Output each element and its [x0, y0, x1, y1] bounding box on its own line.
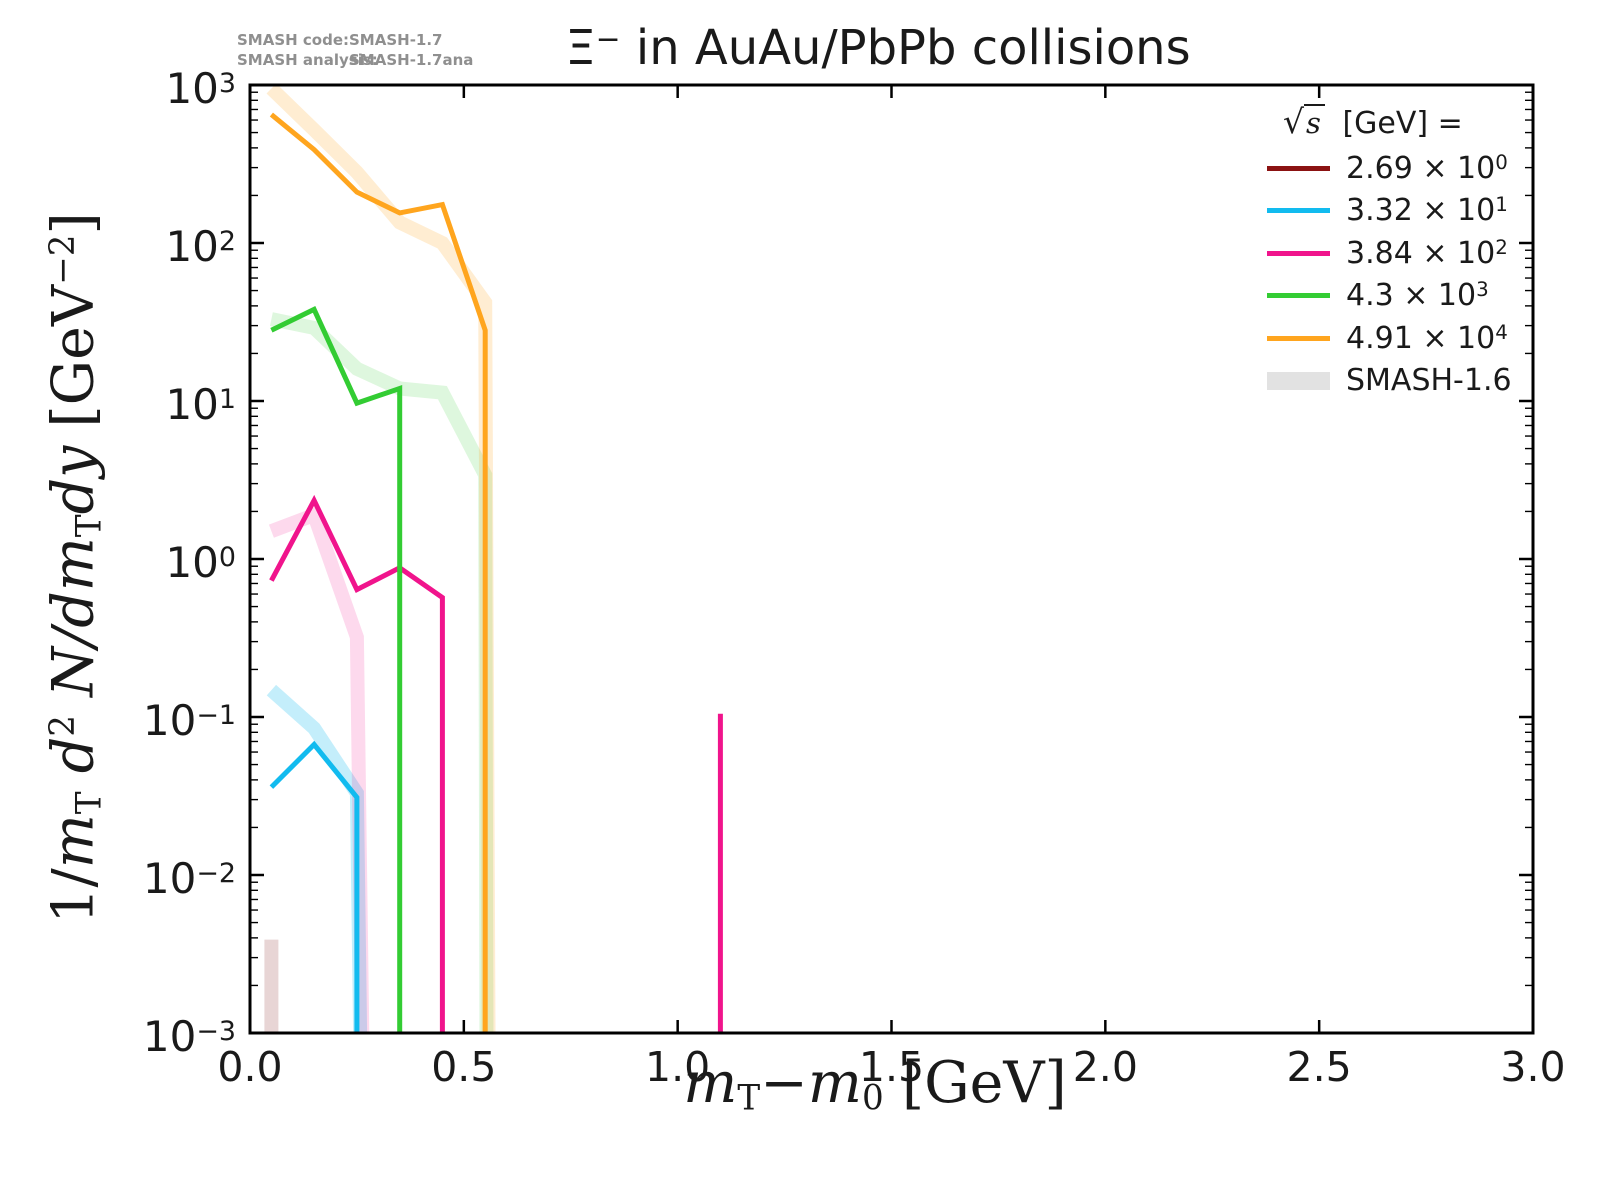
axis-label-part: T — [69, 514, 110, 538]
y-tick-label: 10−3 — [142, 1011, 236, 1061]
y-axis-label: 1/mT d2 N/dmTdy [GeV−2] — [41, 212, 110, 923]
series-line-4 — [269, 112, 488, 1033]
axis-label-part: y — [40, 445, 107, 478]
series-line-2 — [269, 494, 445, 1033]
title-text: in AuAu/PbPb collisions — [620, 20, 1191, 76]
axis-label-part: [GeV — [40, 284, 107, 446]
axis-label-part: ] — [40, 212, 107, 235]
axis-label-part: 0 — [861, 1078, 884, 1119]
smash-analysis-label: SMASH analysis: — [237, 51, 378, 69]
band-smash16-2 — [268, 505, 370, 1033]
y-tick-label: 101 — [165, 379, 236, 429]
axis-label-part: − — [760, 1050, 808, 1116]
smash-analysis-value: SMASH-1.7ana — [349, 51, 474, 69]
axis-label-part: m — [40, 537, 107, 592]
band-smash16-4 — [266, 85, 496, 1033]
x-tick-label: 2.5 — [1286, 1043, 1352, 1091]
smash-code-value: SMASH-1.7 — [349, 31, 443, 49]
series-line-1 — [269, 740, 360, 1033]
title-charge-superscript: − — [595, 22, 621, 58]
x-tick-label: 1.5 — [858, 1043, 925, 1091]
band-smash16-3 — [269, 312, 494, 1033]
axis-label-part: 2 — [42, 715, 83, 737]
series-line-3 — [270, 306, 403, 1033]
title-particle: Ξ — [565, 20, 596, 76]
x-axis-label: mT−m0 [GeV] — [683, 1050, 1067, 1119]
x-tick-label: 0.5 — [431, 1043, 497, 1091]
y-tick-label: 103 — [165, 63, 236, 113]
axis-label-part: m — [807, 1050, 862, 1116]
x-tick-label: 0.0 — [217, 1043, 283, 1091]
axis-label-part: T — [737, 1078, 761, 1119]
y-tick-label: 100 — [165, 537, 236, 587]
axis-label-part: m — [683, 1050, 738, 1116]
plot-title: Ξ− in AuAu/PbPb collisions — [565, 20, 1190, 76]
smash-version-annotation: SMASH code:SMASH-1.7 SMASH analysis:SMAS… — [237, 30, 473, 70]
axis-label-part: −2 — [42, 234, 83, 285]
axis-label-part: m — [40, 814, 107, 869]
x-tick-label: 3.0 — [1500, 1043, 1566, 1091]
axis-label-part: d — [40, 477, 107, 515]
x-tick-label: 2.0 — [1072, 1043, 1138, 1091]
axes-frame — [248, 83, 1535, 1035]
axis-label-part: d — [40, 736, 107, 792]
y-tick-label: 10−1 — [142, 695, 236, 745]
x-tick-label: 1.0 — [645, 1043, 711, 1091]
y-tick-label: 10−2 — [142, 853, 236, 903]
axis-label-part: /d — [40, 591, 107, 647]
smash-code-label: SMASH code: — [237, 31, 350, 49]
smash-analysis-line: SMASH analysis:SMASH-1.7ana — [237, 50, 473, 70]
smash-code-line: SMASH code:SMASH-1.7 — [237, 30, 473, 50]
axis-label-part: [GeV] — [883, 1050, 1067, 1116]
axis-label-part: N — [40, 647, 107, 715]
axis-label-part: 1/ — [40, 868, 107, 924]
y-tick-label: 102 — [165, 221, 236, 271]
axis-label-part: T — [69, 791, 110, 815]
